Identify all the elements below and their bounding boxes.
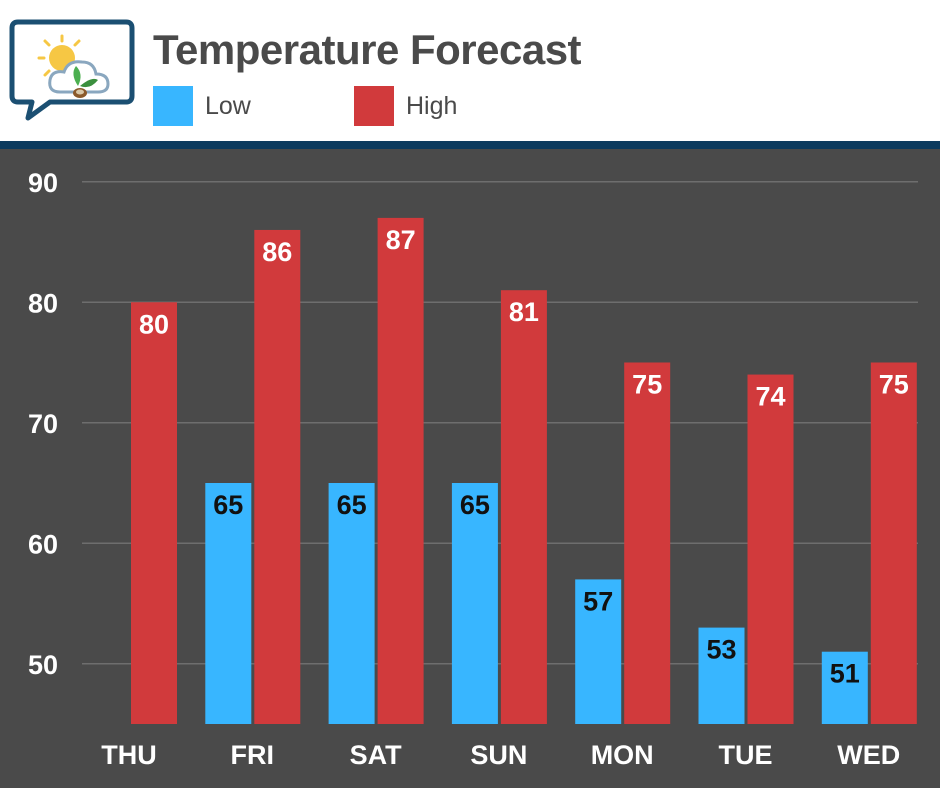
y-tick-label-70: 70 bbox=[28, 409, 58, 439]
bar-high-tue bbox=[747, 374, 794, 724]
data-label-high-mon: 75 bbox=[632, 370, 662, 400]
data-label-low-wed: 51 bbox=[830, 659, 860, 689]
legend-swatch-high bbox=[354, 86, 394, 126]
x-tick-label-mon: MON bbox=[591, 740, 654, 770]
data-label-low-tue: 53 bbox=[706, 635, 736, 665]
x-tick-label-tue: TUE bbox=[719, 740, 773, 770]
bar-high-mon bbox=[624, 362, 671, 724]
legend-label-high: High bbox=[406, 91, 458, 120]
bar-high-thu bbox=[131, 302, 177, 724]
x-tick-label-thu: THU bbox=[101, 740, 157, 770]
data-label-high-sat: 87 bbox=[386, 225, 416, 255]
bar-low-tue bbox=[698, 627, 745, 724]
bar-low-sun bbox=[451, 483, 498, 724]
bar-low-mon bbox=[575, 579, 622, 724]
y-tick-label-60: 60 bbox=[28, 529, 58, 559]
bar-high-sat bbox=[377, 217, 424, 724]
data-label-high-thu: 80 bbox=[139, 309, 169, 339]
bar-chart: 50 60 70 80 90 80 THU 65 86 FRI 65 87 SAT 65 81 SUN 57 75… bbox=[28, 168, 918, 770]
y-tick-label-80: 80 bbox=[28, 288, 58, 318]
chart-area: 50 60 70 80 90 80 THU 65 86 FRI 65 87 SAT 65 81 SUN 57 75… bbox=[0, 149, 940, 788]
legend-label-low: Low bbox=[205, 91, 251, 120]
legend-item-low: Low bbox=[153, 86, 251, 126]
bar-low-sat bbox=[328, 483, 375, 724]
y-tick-label-90: 90 bbox=[28, 168, 58, 198]
bar-high-wed bbox=[870, 362, 917, 724]
header: Temperature Forecast Low High bbox=[0, 0, 940, 141]
bar-low-fri bbox=[205, 483, 252, 724]
header-divider bbox=[0, 141, 940, 149]
data-label-high-tue: 74 bbox=[755, 382, 785, 412]
x-tick-label-sat: SAT bbox=[350, 740, 403, 770]
y-tick-label-50: 50 bbox=[28, 650, 58, 680]
x-tick-label-wed: WED bbox=[837, 740, 900, 770]
data-label-low-mon: 57 bbox=[583, 586, 613, 616]
weather-leaf-logo-icon bbox=[9, 19, 135, 121]
legend-item-high: High bbox=[354, 86, 457, 126]
page-title: Temperature Forecast bbox=[153, 26, 582, 73]
data-label-high-sun: 81 bbox=[509, 297, 539, 327]
bar-high-fri bbox=[254, 229, 301, 724]
bar-low-wed bbox=[821, 651, 868, 724]
bar-high-sun bbox=[500, 290, 547, 724]
legend-swatch-low bbox=[153, 86, 193, 126]
data-label-low-fri: 65 bbox=[213, 490, 243, 520]
data-label-low-sun: 65 bbox=[460, 490, 490, 520]
x-tick-label-sun: SUN bbox=[470, 740, 527, 770]
data-label-low-sat: 65 bbox=[337, 490, 367, 520]
data-label-high-fri: 86 bbox=[262, 237, 292, 267]
data-label-high-wed: 75 bbox=[879, 370, 909, 400]
x-tick-label-fri: FRI bbox=[231, 740, 275, 770]
